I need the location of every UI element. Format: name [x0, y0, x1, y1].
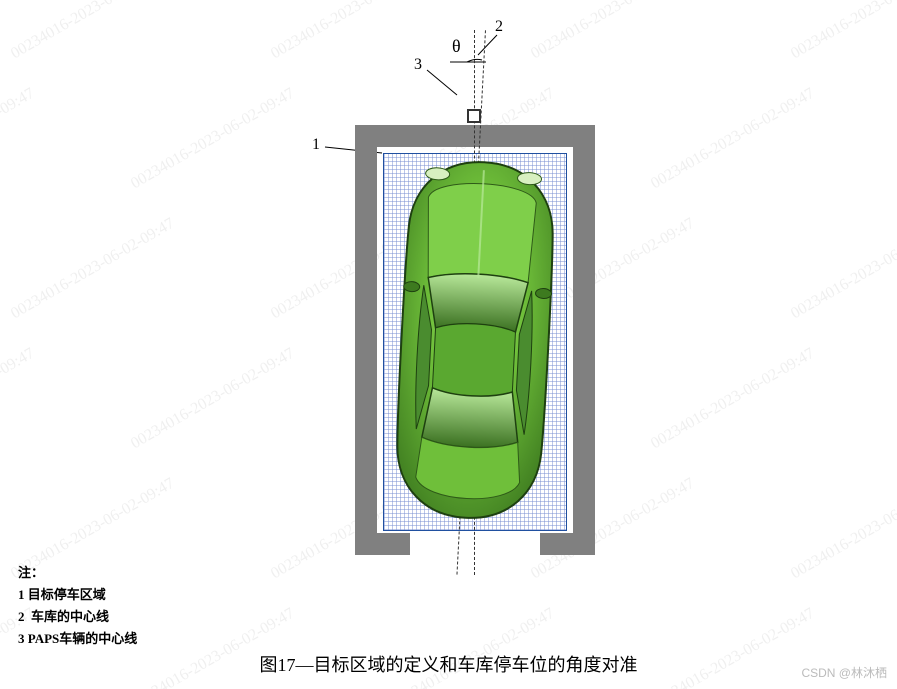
sensor-marker — [467, 109, 481, 123]
legend-num: 3 — [18, 631, 25, 646]
legend-text: 车库的中心线 — [31, 609, 109, 624]
legend-item-2: 2 车库的中心线 — [18, 606, 137, 628]
garage-wall-bottom-right — [540, 533, 595, 555]
label-2: 2 — [495, 18, 503, 36]
legend: 注： 1 目标停车区域 2 车库的中心线 3 PAPS车辆的中心线 — [18, 562, 137, 650]
legend-num: 1 — [18, 587, 25, 602]
legend-num: 2 — [18, 609, 25, 624]
legend-item-1: 1 目标停车区域 — [18, 584, 137, 606]
figure-caption: 图17—目标区域的定义和车库停车位的角度对准 — [0, 651, 897, 677]
legend-text: PAPS车辆的中心线 — [28, 631, 138, 646]
garage-wall-top — [355, 125, 595, 147]
car — [388, 156, 563, 524]
legend-text: 目标停车区域 — [28, 587, 106, 602]
garage-wall-bottom-left — [355, 533, 410, 555]
label-1: 1 — [312, 136, 320, 154]
garage-wall-left — [355, 125, 377, 555]
legend-title: 注： — [18, 562, 137, 584]
garage-wall-right — [573, 125, 595, 555]
legend-item-3: 3 PAPS车辆的中心线 — [18, 628, 137, 650]
diagram — [355, 125, 595, 555]
label-theta: θ — [452, 36, 461, 57]
csdn-watermark: CSDN @林沐栖 — [801, 664, 887, 681]
label-3: 3 — [414, 56, 422, 74]
